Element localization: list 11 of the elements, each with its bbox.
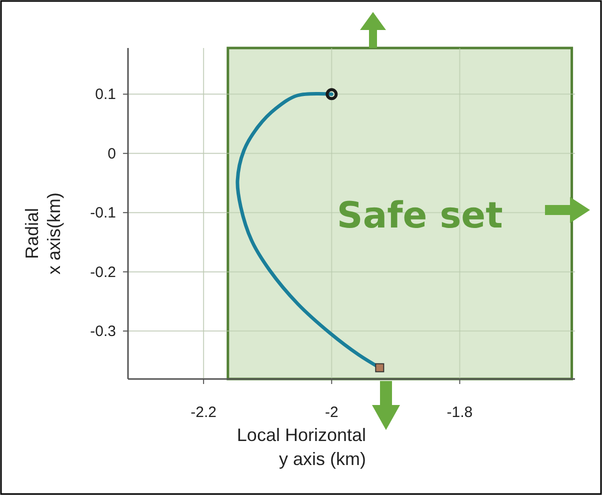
y-tick-label: 0: [108, 145, 116, 162]
x-tick-label: -2: [324, 404, 338, 421]
x-tick-label: -1.8: [446, 404, 473, 421]
y-tick-label: -0.3: [90, 323, 116, 340]
x-axis-title: Local Horizontal y axis (km): [236, 425, 366, 469]
y-axis-title: Radial x axis(km): [22, 192, 64, 274]
y-tick-label: -0.2: [90, 264, 116, 281]
band-label: Safe set: [336, 196, 503, 236]
y-tick-label: 0.1: [95, 86, 116, 104]
y-tick-label: -0.1: [90, 204, 116, 222]
x-tick-label: -2.2: [190, 404, 216, 421]
